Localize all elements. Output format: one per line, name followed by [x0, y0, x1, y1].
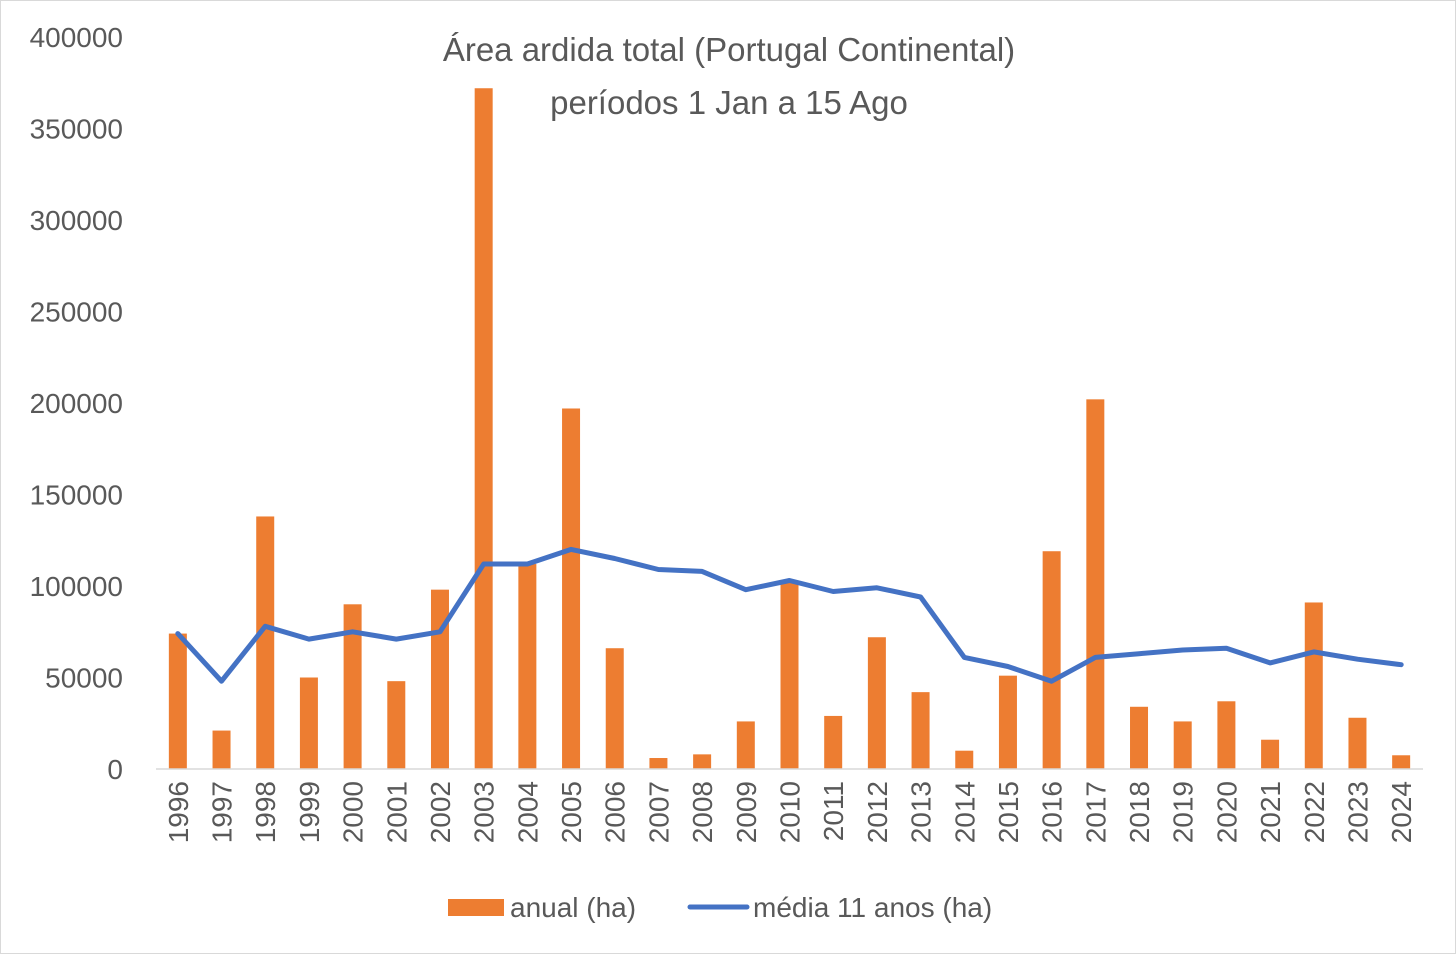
y-tick-label: 100000 [30, 571, 123, 602]
bar [867, 637, 886, 769]
x-tick-label: 1999 [294, 781, 325, 843]
y-tick-label: 200000 [30, 388, 123, 419]
x-tick-label: 2003 [469, 781, 500, 843]
bar [1130, 706, 1149, 769]
x-tick-label: 2024 [1386, 781, 1417, 843]
x-tick-label: 2012 [862, 781, 893, 843]
legend-label-line: média 11 anos (ha) [753, 892, 992, 923]
legend-label-bar: anual (ha) [510, 892, 636, 923]
x-tick-label: 2018 [1124, 781, 1155, 843]
x-tick-label: 2007 [643, 781, 674, 843]
x-tick-label: 2010 [775, 781, 806, 843]
x-tick-label: 2002 [425, 781, 456, 843]
legend-swatch-bar [448, 899, 504, 916]
legend: anual (ha) média 11 anos (ha) [448, 892, 992, 923]
bar [649, 758, 668, 769]
x-tick-label: 1998 [250, 781, 281, 843]
bar [387, 681, 406, 769]
x-tick-label: 2009 [731, 781, 762, 843]
x-tick-label: 2001 [381, 781, 412, 843]
x-tick-label: 2005 [556, 781, 587, 843]
bar [1261, 739, 1280, 769]
bar [343, 604, 362, 769]
y-tick-label: 150000 [30, 480, 123, 511]
bar [736, 721, 755, 769]
x-tick-label: 1997 [207, 781, 238, 843]
bar [299, 677, 318, 769]
bar [168, 633, 187, 769]
bar [1348, 717, 1367, 769]
chart-subtitle: períodos 1 Jan a 15 Ago [550, 84, 908, 121]
chart-title: Área ardida total (Portugal Continental) [443, 31, 1015, 68]
series-line-media-11-anos [175, 546, 1404, 684]
x-tick-label: 2004 [512, 781, 543, 843]
x-tick-label: 1996 [163, 781, 194, 843]
y-tick-label: 350000 [30, 114, 123, 145]
bar [256, 516, 275, 769]
x-tick-label: 2020 [1211, 781, 1242, 843]
bar [824, 715, 843, 769]
x-tick-label: 2022 [1299, 781, 1330, 843]
y-tick-label: 300000 [30, 205, 123, 236]
bar [1042, 551, 1061, 769]
bar [562, 408, 581, 769]
bar [955, 750, 974, 769]
bar [605, 648, 624, 769]
x-tick-label: 2016 [1037, 781, 1068, 843]
x-tick-label: 2015 [993, 781, 1024, 843]
y-axis-ticks: 0 50000 100000 150000 200000 250000 300000 3500… [30, 22, 123, 785]
x-tick-label: 2000 [338, 781, 369, 843]
bar [1392, 755, 1411, 769]
bar [911, 692, 930, 769]
bar [1086, 399, 1105, 769]
x-tick-label: 2013 [906, 781, 937, 843]
x-tick-label: 2011 [818, 781, 849, 841]
x-tick-label: 2014 [949, 781, 980, 843]
x-axis-ticks: 1996 1997 1998 1999 2000 2001 2002 2003 2004 2005… [163, 781, 1417, 843]
y-tick-label: 250000 [30, 297, 123, 328]
x-tick-label: 2006 [600, 781, 631, 843]
bar [998, 675, 1017, 769]
bar [780, 582, 799, 769]
bar [1217, 701, 1236, 769]
x-tick-label: 2021 [1255, 781, 1286, 843]
bar [474, 88, 493, 770]
y-tick-label: 0 [107, 754, 123, 785]
bar [1304, 602, 1323, 769]
x-tick-label: 2023 [1342, 781, 1373, 843]
bar-series [168, 88, 1411, 770]
bar [518, 564, 537, 769]
bar [212, 730, 231, 769]
x-tick-label: 2019 [1168, 781, 1199, 843]
bar [693, 754, 712, 769]
x-tick-label: 2017 [1080, 781, 1111, 843]
line-series [175, 546, 1404, 684]
bar [430, 589, 449, 769]
bar [1173, 721, 1192, 769]
y-tick-label: 400000 [30, 22, 123, 53]
y-tick-label: 50000 [45, 663, 123, 694]
x-tick-label: 2008 [687, 781, 718, 843]
